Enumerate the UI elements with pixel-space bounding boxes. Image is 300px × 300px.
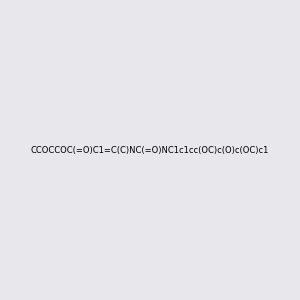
Text: CCOCCOC(=O)C1=C(C)NC(=O)NC1c1cc(OC)c(O)c(OC)c1: CCOCCOC(=O)C1=C(C)NC(=O)NC1c1cc(OC)c(O)c… <box>31 146 269 154</box>
